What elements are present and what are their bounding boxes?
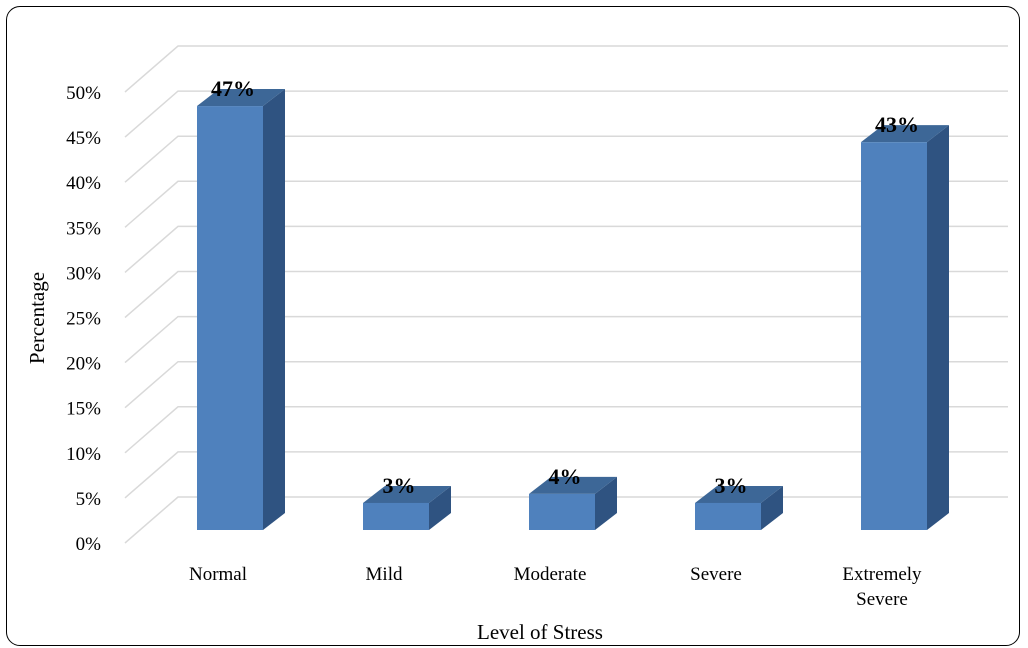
bar-top xyxy=(861,125,949,143)
bar-top xyxy=(197,89,285,107)
y-tick-label: 5% xyxy=(76,489,102,510)
bar-front xyxy=(363,502,429,530)
x-axis-ticks: Normal Mild Moderate Severe Extremely Severe xyxy=(189,564,922,610)
bar-front xyxy=(529,493,595,530)
y-tick-label: 40% xyxy=(66,173,101,194)
gridline xyxy=(124,90,1008,138)
data-label: 3% xyxy=(715,473,748,498)
x-tick-label: Severe xyxy=(690,564,742,585)
bar xyxy=(861,125,949,530)
y-tick-label: 30% xyxy=(66,263,101,284)
x-tick-label: Extremely Severe xyxy=(842,564,922,610)
gridline xyxy=(124,225,1008,273)
y-tick-label: 50% xyxy=(66,83,101,104)
bar-side xyxy=(761,485,783,530)
y-axis-title: Percentage xyxy=(25,272,49,364)
gridline xyxy=(124,406,1008,454)
bar xyxy=(363,485,451,530)
gridline xyxy=(124,451,1008,499)
bar-top xyxy=(695,485,783,503)
gridline xyxy=(124,135,1008,183)
data-labels: 47% 3% 4% 3% 43% xyxy=(211,76,919,498)
bar xyxy=(529,476,617,530)
gridline xyxy=(124,45,1008,93)
data-label: 43% xyxy=(875,112,919,137)
gridline xyxy=(124,180,1008,228)
bar-top xyxy=(529,476,617,494)
data-label: 3% xyxy=(383,473,416,498)
x-axis-title: Level of Stress xyxy=(477,620,603,644)
y-tick-label: 10% xyxy=(66,444,101,465)
y-tick-label: 45% xyxy=(66,128,101,149)
y-tick-label: 0% xyxy=(76,534,102,555)
gridline xyxy=(124,315,1008,364)
y-tick-label: 15% xyxy=(66,399,101,420)
bar xyxy=(695,485,783,530)
x-tick-label: Moderate xyxy=(514,564,587,585)
x-tick-label: Mild xyxy=(366,564,403,585)
data-label: 4% xyxy=(549,464,582,489)
bar-front xyxy=(695,502,761,530)
y-tick-label: 35% xyxy=(66,218,101,239)
data-label: 47% xyxy=(211,76,255,101)
bar-side xyxy=(927,125,949,530)
bar-front xyxy=(861,142,927,530)
y-tick-label: 20% xyxy=(66,354,101,375)
bar xyxy=(197,89,285,530)
bar-top xyxy=(363,485,451,503)
x-tick-label: Normal xyxy=(189,564,247,585)
bar-front xyxy=(197,106,263,530)
bars xyxy=(197,89,949,530)
gridline xyxy=(124,360,1008,409)
chart-frame xyxy=(6,6,1020,646)
bar-side xyxy=(429,485,451,530)
bar-side xyxy=(595,476,617,530)
y-axis-ticks: 0% 5% 10% 15% 20% 25% 30% 35% 40% 45% 50% xyxy=(66,83,101,555)
bar-side xyxy=(263,89,285,530)
gridline xyxy=(124,270,1008,319)
y-tick-label: 25% xyxy=(66,309,101,330)
